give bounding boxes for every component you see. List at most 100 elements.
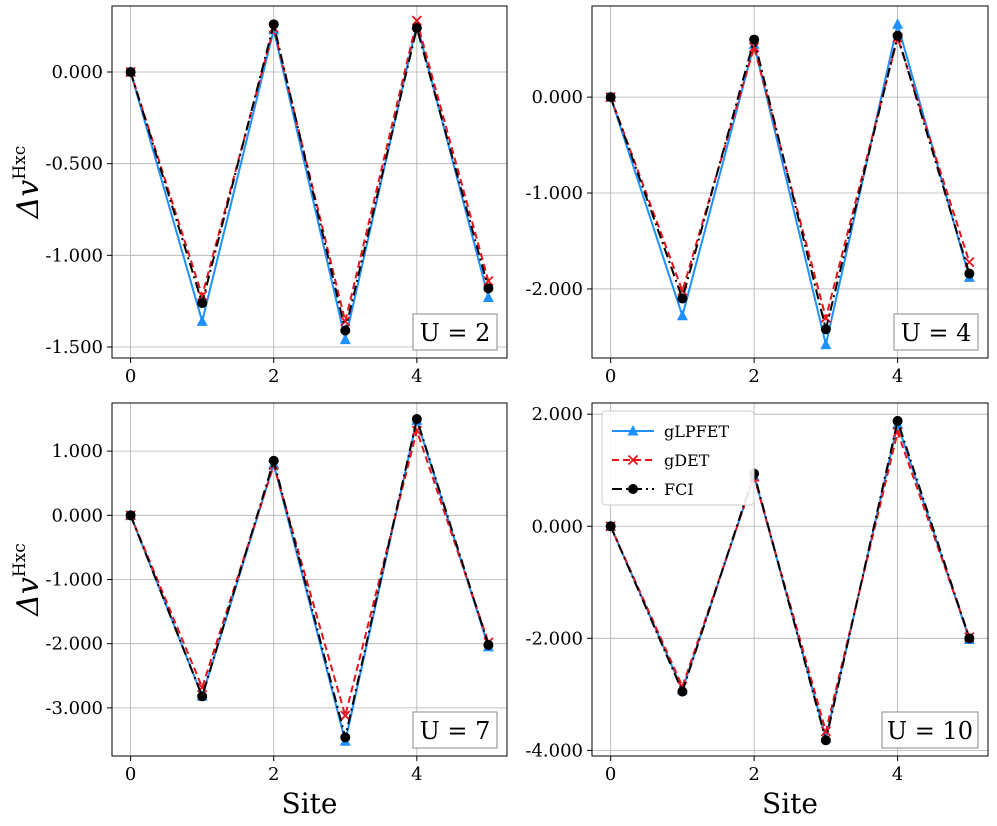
data-point-stroke — [483, 275, 494, 287]
data-point-FCI — [411, 414, 422, 425]
series-line-FCI — [609, 31, 971, 330]
data-point-stroke — [197, 290, 208, 301]
series-gDET — [125, 15, 494, 327]
legend-marker — [627, 454, 639, 466]
data-point-gLPFET — [482, 291, 494, 302]
data-point-FCI — [892, 415, 903, 426]
series-line-gLPFET — [609, 23, 971, 345]
data-point-FCI — [340, 325, 351, 336]
y-tick-label: -1.000 — [45, 570, 103, 591]
data-point-FCI — [677, 686, 688, 697]
series-FCI — [125, 19, 494, 336]
axes-frame — [591, 5, 989, 359]
data-point-stroke — [340, 316, 351, 327]
y-tick-label: -0.500 — [45, 154, 103, 175]
annotation-text: U = 4 — [901, 319, 972, 347]
y-tick-label: 0.000 — [531, 516, 583, 537]
u-annotation: U = 4 — [893, 313, 979, 351]
axes-frame — [111, 5, 508, 359]
data-point-stroke — [411, 15, 422, 26]
data-point-gLPFET — [339, 333, 351, 345]
data-point-FCI — [605, 521, 616, 532]
data-point-gDET — [748, 42, 760, 53]
x-tick-label: 0 — [605, 764, 616, 785]
series-gDET — [125, 425, 494, 721]
x-axis-label: Site — [762, 787, 818, 820]
series-FCI — [125, 414, 494, 743]
x-tick-label: 4 — [892, 764, 903, 785]
data-point-stroke — [748, 42, 760, 53]
data-point-FCI — [268, 455, 279, 466]
x-tick-label: 2 — [268, 764, 279, 785]
annotation-text: U = 2 — [420, 319, 491, 347]
data-point-FCI — [340, 732, 351, 743]
data-point-FCI — [483, 283, 494, 294]
data-point-gDET — [820, 726, 832, 737]
series-line-FCI — [129, 24, 490, 331]
data-point-FCI — [411, 23, 422, 33]
y-axis-label-main: Δv — [11, 180, 46, 220]
legend-marker — [628, 484, 638, 494]
data-point-FCI — [677, 293, 688, 304]
data-point-gLPFET — [676, 309, 688, 321]
annotation-box — [893, 313, 979, 351]
y-tick-label: 1.000 — [51, 441, 103, 462]
data-point-FCI — [197, 298, 208, 308]
y-tick-label: -3.000 — [45, 698, 103, 719]
u-annotation: U = 7 — [412, 711, 498, 749]
data-point-gDET — [197, 290, 208, 301]
y-tick-label: 0.000 — [51, 505, 103, 526]
data-point-FCI — [125, 67, 136, 77]
panel-top-right: 0 2 4 0.000 -1.000 -2.000 U = 4 — [525, 5, 989, 387]
y-tick-label: -2.000 — [525, 628, 583, 649]
annotation-text: U = 7 — [420, 717, 491, 745]
y-axis-label: ΔvHxc — [10, 146, 46, 220]
legend-label: gLPFET — [664, 422, 729, 441]
y-tick-label: -1.000 — [45, 245, 103, 266]
data-point-gLPFET — [196, 315, 208, 326]
data-point-gLPFET — [892, 18, 904, 29]
annotation-box — [412, 313, 498, 351]
series-gLPFET — [605, 18, 975, 350]
x-tick-label: 2 — [268, 366, 279, 387]
y-tick-label: -2.000 — [525, 279, 583, 300]
y-tick-label: -2.000 — [45, 634, 103, 655]
series-line-FCI — [129, 415, 490, 738]
data-point-gDET — [340, 710, 351, 721]
x-tick-label: 2 — [748, 764, 759, 785]
y-tick-label: 0.000 — [51, 62, 103, 83]
y-tick-label: -1.000 — [525, 183, 583, 204]
x-tick-label: 0 — [605, 366, 616, 387]
x-tick-label: 4 — [411, 764, 422, 785]
annotation-text: U = 10 — [887, 717, 973, 745]
data-point-FCI — [605, 92, 616, 103]
series-line-gLPFET — [129, 416, 490, 742]
x-tick-label: 4 — [411, 366, 422, 387]
legend: gLPFET gDET FCI — [601, 410, 755, 506]
data-point-FCI — [820, 735, 831, 746]
data-point-FCI — [268, 19, 279, 30]
legend-marker — [627, 425, 639, 436]
x-axis-label: Site — [282, 787, 338, 820]
data-point-FCI — [125, 510, 136, 521]
u-annotation: U = 10 — [881, 711, 979, 749]
legend-entry-gLPFET: gLPFET — [612, 422, 729, 441]
legend-box — [601, 410, 755, 506]
annotation-box — [881, 711, 979, 749]
data-point-stroke — [340, 710, 351, 721]
series-line-gLPFET — [129, 24, 490, 340]
data-point-FCI — [964, 268, 975, 279]
y-tick-label: 0.000 — [531, 87, 583, 108]
data-point-FCI — [892, 30, 903, 41]
series-line-gDET — [609, 34, 971, 322]
legend-label: FCI — [664, 480, 694, 499]
series-gLPFET — [125, 414, 494, 746]
data-point-stroke — [820, 726, 832, 737]
data-point-gDET — [340, 316, 351, 327]
y-tick-label: 2.000 — [531, 404, 583, 425]
annotation-box — [412, 711, 498, 749]
u-annotation: U = 2 — [412, 313, 498, 351]
data-point-FCI — [483, 639, 494, 650]
y-axis-label-sup: Hxc — [10, 146, 30, 180]
y-axis-label: ΔvHxc — [10, 543, 46, 617]
